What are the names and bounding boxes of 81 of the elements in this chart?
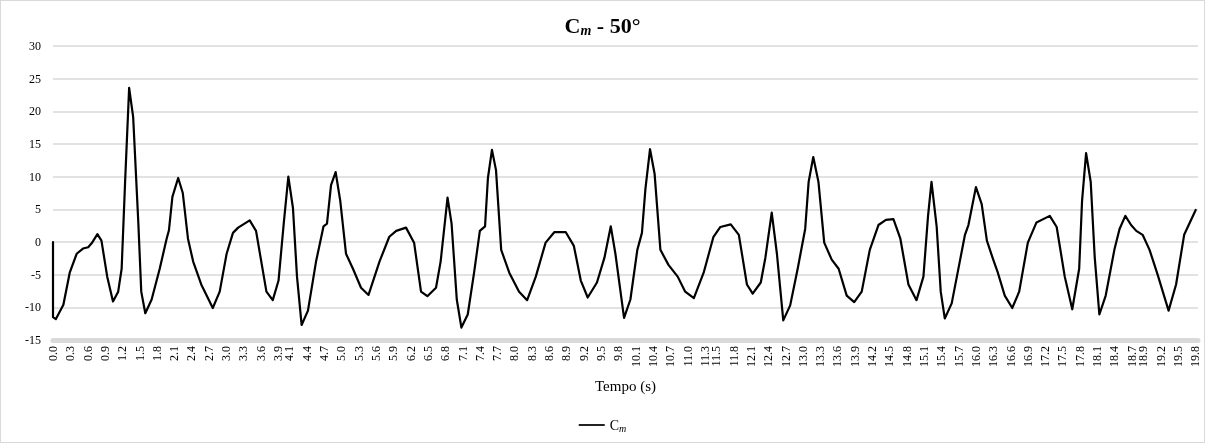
y-tick-label: -5 (31, 267, 41, 282)
x-tick-label: 0.6 (80, 346, 95, 361)
x-tick-label: 0.0 (46, 346, 60, 361)
x-tick-label: 3.6 (253, 346, 268, 361)
x-tick-label: 8.6 (542, 346, 557, 361)
y-tick-label: 10 (29, 169, 41, 184)
x-tick-label: 3.0 (219, 346, 234, 361)
x-tick-label: 1.5 (132, 346, 147, 361)
x-tick-label: 0.9 (97, 346, 112, 361)
x-tick-label: 18.9 (1136, 346, 1151, 367)
x-tick-label: 15.4 (934, 346, 949, 367)
x-tick-label: 19.5 (1170, 346, 1185, 367)
x-tick-label: 5.6 (369, 346, 384, 361)
y-tick-label: 5 (35, 202, 41, 217)
chart-title: Cm - 50° (564, 13, 641, 38)
x-tick-label: 13.6 (830, 346, 845, 367)
x-tick-label: 10.1 (628, 346, 643, 367)
x-tick-label: 9.2 (576, 346, 591, 361)
x-tick-label: 11.3 (697, 346, 712, 367)
x-tick-label: 2.4 (184, 346, 199, 361)
x-tick-label: 12.4 (761, 346, 776, 367)
x-tick-label: 5.0 (334, 346, 349, 361)
y-tick-label: 30 (29, 39, 41, 53)
x-tick-label: 5.3 (351, 346, 366, 361)
x-tick-label: 9.5 (593, 346, 608, 361)
x-tick-label: 10.7 (663, 346, 678, 367)
y-tick-label: 0 (35, 235, 41, 249)
x-tick-label: 16.6 (1003, 346, 1018, 367)
x-tick-label: 6.8 (438, 346, 453, 361)
y-tick-label: -10 (25, 300, 41, 315)
x-tick-label: 18.4 (1107, 346, 1122, 367)
x-tick-label: 3.3 (236, 346, 251, 361)
x-tick-label: 4.4 (299, 346, 314, 361)
x-tick-label: 5.9 (386, 346, 401, 361)
x-tick-label: 7.1 (455, 346, 470, 361)
x-tick-label: 14.8 (899, 346, 914, 367)
x-tick-label: 17.2 (1038, 346, 1053, 367)
x-tick-label: 11.8 (726, 346, 741, 367)
x-tick-label: 2.1 (167, 346, 182, 361)
y-tick-label: 25 (29, 71, 41, 86)
line-series (51, 86, 1197, 329)
x-tick-label: 8.0 (507, 346, 522, 361)
x-tick-label: 19.2 (1153, 346, 1168, 367)
x-tick-label: 4.1 (282, 346, 297, 361)
y-tick-label: -15 (25, 333, 41, 347)
x-tick-label: 17.8 (1072, 346, 1087, 367)
x-tick-label: 13.0 (795, 346, 810, 367)
x-tick-label: 15.1 (917, 346, 932, 367)
x-tick-label: 14.5 (882, 346, 897, 367)
x-tick-label: 8.3 (524, 346, 539, 361)
x-tick-label: 8.9 (559, 346, 574, 361)
x-tick-label: 19.8 (1188, 346, 1203, 367)
x-axis-title: Tempo (s) (594, 377, 657, 395)
x-tick-label: 7.7 (490, 346, 505, 361)
x-tick-label: 11.0 (680, 346, 695, 367)
x-tick-label: 16.9 (1020, 346, 1035, 367)
x-tick-label: 13.3 (813, 346, 828, 367)
x-tick-label: 16.3 (986, 346, 1001, 367)
x-tick-label: 6.2 (403, 346, 418, 361)
x-tick-label: 11.5 (709, 346, 724, 367)
x-tick-label: 4.7 (317, 346, 332, 361)
x-tick-label: 16.0 (968, 346, 983, 367)
x-tick-label: 14.2 (865, 346, 880, 367)
x-tick-label: 18.7 (1124, 346, 1139, 367)
x-tick-label: 1.8 (149, 346, 164, 361)
x-tick-label: 18.1 (1090, 346, 1105, 367)
x-tick-label: 0.3 (63, 346, 78, 361)
x-tick-label: 17.5 (1055, 346, 1070, 367)
x-tick-label: 2.7 (201, 346, 216, 361)
x-tick-label: 6.5 (420, 346, 435, 361)
x-tick-label: 7.4 (472, 346, 487, 361)
x-tick-label: 3.9 (270, 346, 285, 361)
x-tick-label: 12.7 (778, 346, 793, 367)
x-tick-label: 15.7 (951, 346, 966, 367)
x-tick-label: 1.2 (115, 346, 130, 361)
x-tick-label: 13.9 (847, 346, 862, 367)
y-tick-label: 20 (29, 104, 41, 119)
x-tick-label: 9.8 (611, 346, 626, 361)
x-tick-label: 12.1 (743, 346, 758, 367)
y-tick-label: 15 (29, 137, 41, 151)
x-tick-label: 10.4 (645, 346, 660, 367)
